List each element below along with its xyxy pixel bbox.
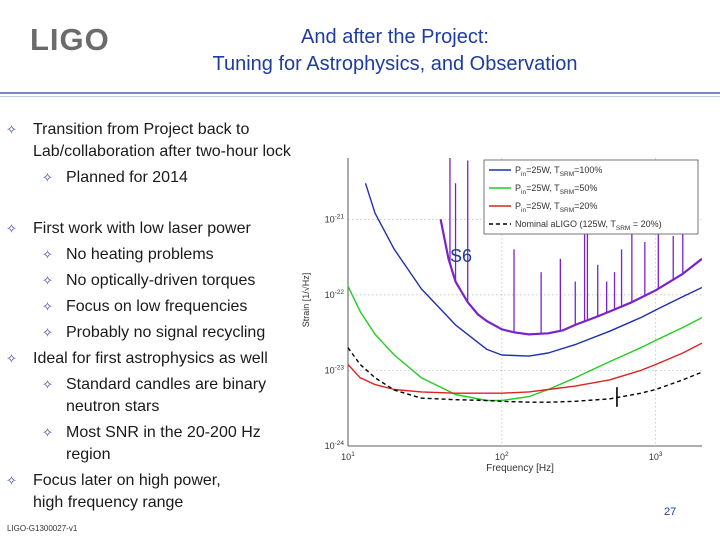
bullet-line: Focus later on high power,	[33, 472, 221, 489]
series-line	[348, 342, 702, 394]
bullet-line: No heating problems	[66, 246, 214, 263]
legend-label-part: =25W, T	[526, 183, 560, 193]
bullet-item: ✧ Focus later on high power, high frequenc…	[6, 470, 221, 514]
bullet-diamond-icon: ✧	[42, 377, 53, 392]
document-id: LIGO-G1300027-v1	[7, 524, 78, 533]
legend-label-part: = 20%)	[630, 219, 661, 229]
title-line-1: And after the Project:	[301, 26, 489, 48]
bullet-diamond-icon: ✧	[6, 351, 17, 366]
legend-label-part: SRM	[560, 171, 574, 178]
y-tick-label-base: 10	[325, 290, 335, 300]
series-line	[364, 183, 702, 357]
bullet-item: ✧ Planned for 2014	[42, 167, 188, 189]
y-tick-label-exponent: -24	[335, 440, 345, 447]
bullet-diamond-icon: ✧	[42, 425, 53, 440]
bullet-item: ✧ Probably no signal recycling	[42, 322, 265, 344]
plot-area	[348, 158, 702, 407]
page-number: 27	[664, 506, 677, 518]
bullet-diamond-icon: ✧	[42, 325, 53, 340]
legend-box	[483, 159, 699, 235]
bullet-line: First work with low laser power	[33, 220, 251, 237]
legend-label: Nominal aLIGO (125W, TSRM = 20%)	[515, 219, 662, 232]
bullet-line: region	[66, 446, 111, 463]
bullet-line: Most SNR in the 20-200 Hz	[66, 424, 261, 441]
bullet-line: Transition from Project back to	[33, 121, 250, 138]
bullet-diamond-icon: ✧	[6, 122, 17, 137]
x-tick-label-base: 10	[341, 452, 351, 462]
y-tick-label-base: 10	[325, 441, 335, 451]
x-tick-label: 101	[341, 451, 355, 462]
bullet-diamond-icon: ✧	[6, 221, 17, 236]
y-tick-label-exponent: -21	[335, 213, 345, 220]
bullet-line: Lab/collaboration after two-hour lock	[33, 143, 291, 160]
header-rule	[0, 92, 720, 94]
bullet-item: ✧ First work with low laser power	[6, 218, 251, 240]
series-line	[348, 347, 702, 403]
legend-label-part: SRM	[560, 207, 574, 214]
legend-label-part: SRM	[616, 225, 630, 232]
slide-title: And after the Project: Tuning for Astrop…	[150, 24, 640, 78]
bullet-item: ✧ Focus on low frequencies	[42, 296, 247, 318]
legend-label-part: =25W, T	[526, 201, 560, 211]
x-tick-label: 103	[649, 451, 663, 462]
x-tick-label: 102	[495, 451, 509, 462]
legend-label-part: Nominal aLIGO (125W, T	[515, 219, 616, 229]
bullet-line: Ideal for first astrophysics as well	[33, 350, 268, 367]
x-tick-label-exponent: 2	[505, 451, 509, 458]
series-line	[348, 285, 702, 402]
bullet-item: ✧ Standard candles are binary neutron star…	[42, 374, 266, 418]
series-line	[439, 219, 702, 336]
legend-label-part: in	[521, 207, 526, 214]
bullet-line: Planned for 2014	[66, 169, 188, 186]
legend-label-part: in	[521, 171, 526, 178]
bullet-item: ✧ Ideal for first astrophysics as well	[6, 348, 268, 370]
legend-label-part: =25W, T	[526, 165, 560, 175]
x-tick-label-exponent: 1	[351, 451, 355, 458]
y-tick-label: 10-24	[325, 440, 345, 451]
bullet-item: ✧ No optically-driven torques	[42, 270, 255, 292]
legend-label: Pin=25W, TSRM=50%	[515, 183, 597, 196]
legend-label-part: P	[515, 165, 521, 175]
header-rule-thin	[0, 96, 720, 97]
legend-label-part: =20%	[574, 201, 597, 211]
legend-label-part: =100%	[574, 165, 602, 175]
title-line-2: Tuning for Astrophysics, and Observation	[212, 53, 578, 75]
bullet-item: ✧ No heating problems	[42, 244, 214, 266]
legend-label: Pin=25W, TSRM=100%	[515, 165, 602, 178]
bullet-diamond-icon: ✧	[6, 473, 17, 488]
bullet-line: Standard candles are binary	[66, 376, 267, 393]
y-tick-label-base: 10	[325, 214, 335, 224]
y-tick-label: 10-23	[325, 364, 345, 375]
legend-label-part: =50%	[574, 183, 597, 193]
bullet-diamond-icon: ✧	[42, 247, 53, 262]
bullet-line: neutron stars	[66, 398, 160, 415]
bullet-diamond-icon: ✧	[42, 273, 53, 288]
y-tick-label: 10-22	[325, 289, 345, 300]
y-tick-label-exponent: -23	[335, 364, 345, 371]
bullet-line: Probably no signal recycling	[66, 324, 266, 341]
y-tick-label-exponent: -22	[335, 289, 345, 296]
x-tick-label-base: 10	[495, 452, 505, 462]
bullet-line: Focus on low frequencies	[66, 298, 248, 315]
legend-label-part: SRM	[560, 189, 574, 196]
ligo-logo: LIGO	[30, 22, 110, 57]
s6-annotation: S6	[450, 246, 472, 266]
legend-label-part: in	[521, 189, 526, 196]
legend-label-part: P	[515, 201, 521, 211]
y-axis-title: Strain [1/√Hz]	[301, 273, 311, 327]
bullet-diamond-icon: ✧	[42, 170, 53, 185]
bullet-diamond-icon: ✧	[42, 299, 53, 314]
legend-label-part: P	[515, 183, 521, 193]
x-tick-label-exponent: 3	[659, 451, 663, 458]
x-tick-label-base: 10	[649, 452, 659, 462]
legend-label: Pin=25W, TSRM=20%	[515, 201, 597, 214]
bullet-item: ✧ Most SNR in the 20-200 Hz region	[42, 422, 261, 466]
y-tick-label: 10-21	[325, 213, 345, 224]
y-tick-label-base: 10	[325, 365, 335, 375]
bullet-line: No optically-driven torques	[66, 272, 256, 289]
bullet-item: ✧ Transition from Project back to Lab/coll…	[6, 119, 291, 163]
bullet-line: high frequency range	[33, 494, 184, 511]
x-axis-title: Frequency [Hz]	[486, 463, 554, 474]
